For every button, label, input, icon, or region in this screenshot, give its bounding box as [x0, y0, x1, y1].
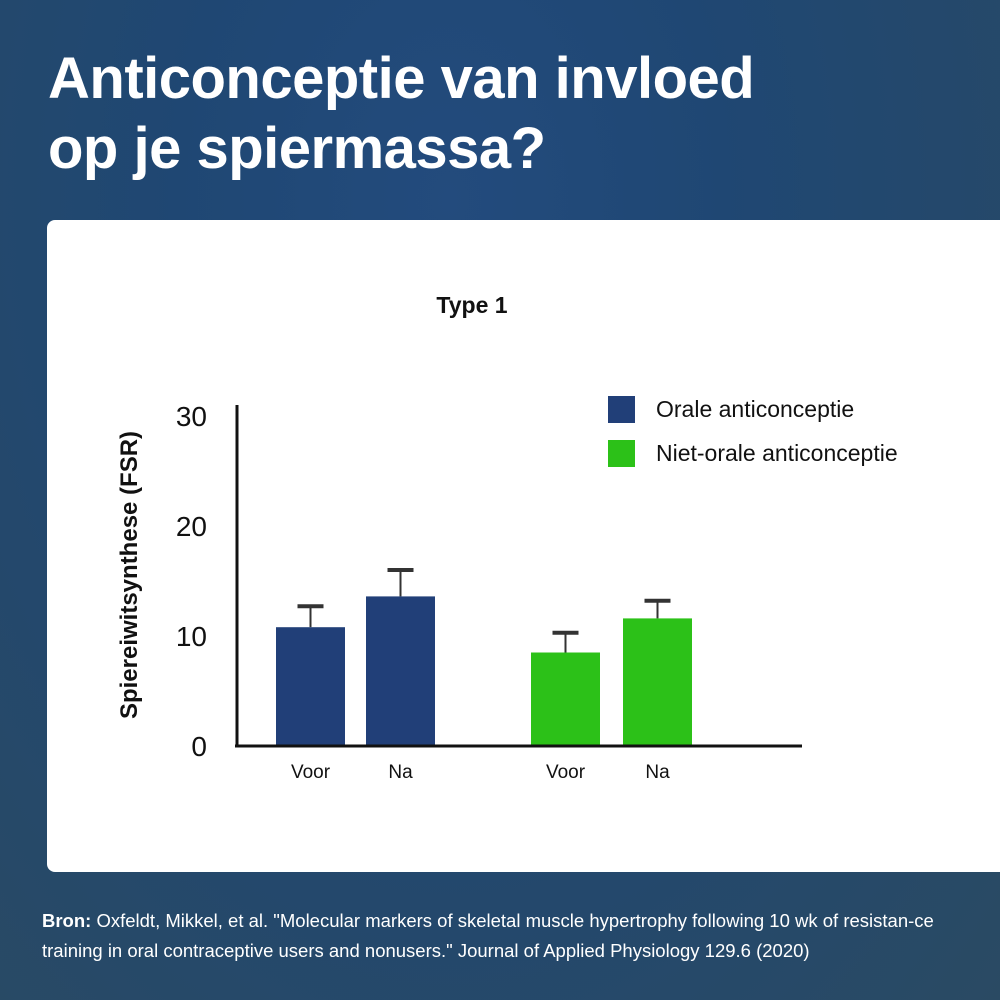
bar	[276, 627, 345, 746]
chart-card: Type 1 Spiereiwitsynthese (FSR) 0 10 20 30 …	[47, 220, 1000, 872]
source-text: Oxfeldt, Mikkel, et al. "Molecular marke…	[42, 910, 934, 961]
y-tick-label: 0	[191, 731, 207, 762]
bars	[276, 568, 692, 746]
bar	[623, 618, 692, 746]
source-label: Bron:	[42, 910, 92, 931]
bar	[531, 652, 600, 746]
headline: Anticonceptie van invloed op je spiermas…	[48, 44, 948, 184]
y-axis-ticks: 0 10 20 30	[176, 401, 207, 762]
bar-chart: Type 1 Spiereiwitsynthese (FSR) 0102030 …	[116, 292, 898, 783]
y-axis-label: Spiereiwitsynthese (FSR)	[116, 431, 143, 719]
legend-swatch-non-oral	[608, 440, 635, 467]
chart-title: Type 1	[436, 292, 507, 318]
x-tick-label: Voor	[546, 762, 586, 783]
source-citation: Bron: Oxfeldt, Mikkel, et al. "Molecular…	[42, 906, 972, 966]
x-tick-label: Voor	[291, 762, 331, 783]
y-tick-label: 10	[176, 621, 207, 652]
legend: Orale anticonceptie Niet-orale anticonce…	[608, 396, 898, 467]
x-axis-labels: Voor Na Voor Na	[291, 762, 670, 783]
y-tick-label: 20	[176, 511, 207, 542]
headline-line-2: op je spiermassa?	[48, 116, 546, 181]
bar	[366, 596, 435, 746]
x-tick-label: Na	[388, 762, 413, 783]
y-tick-label: 30	[176, 401, 207, 432]
legend-label-oral: Orale anticonceptie	[656, 396, 854, 422]
legend-swatch-oral	[608, 396, 635, 423]
legend-label-non-oral: Niet-orale anticonceptie	[656, 440, 898, 466]
x-tick-label: Na	[645, 762, 670, 783]
headline-line-1: Anticonceptie van invloed	[48, 46, 755, 111]
